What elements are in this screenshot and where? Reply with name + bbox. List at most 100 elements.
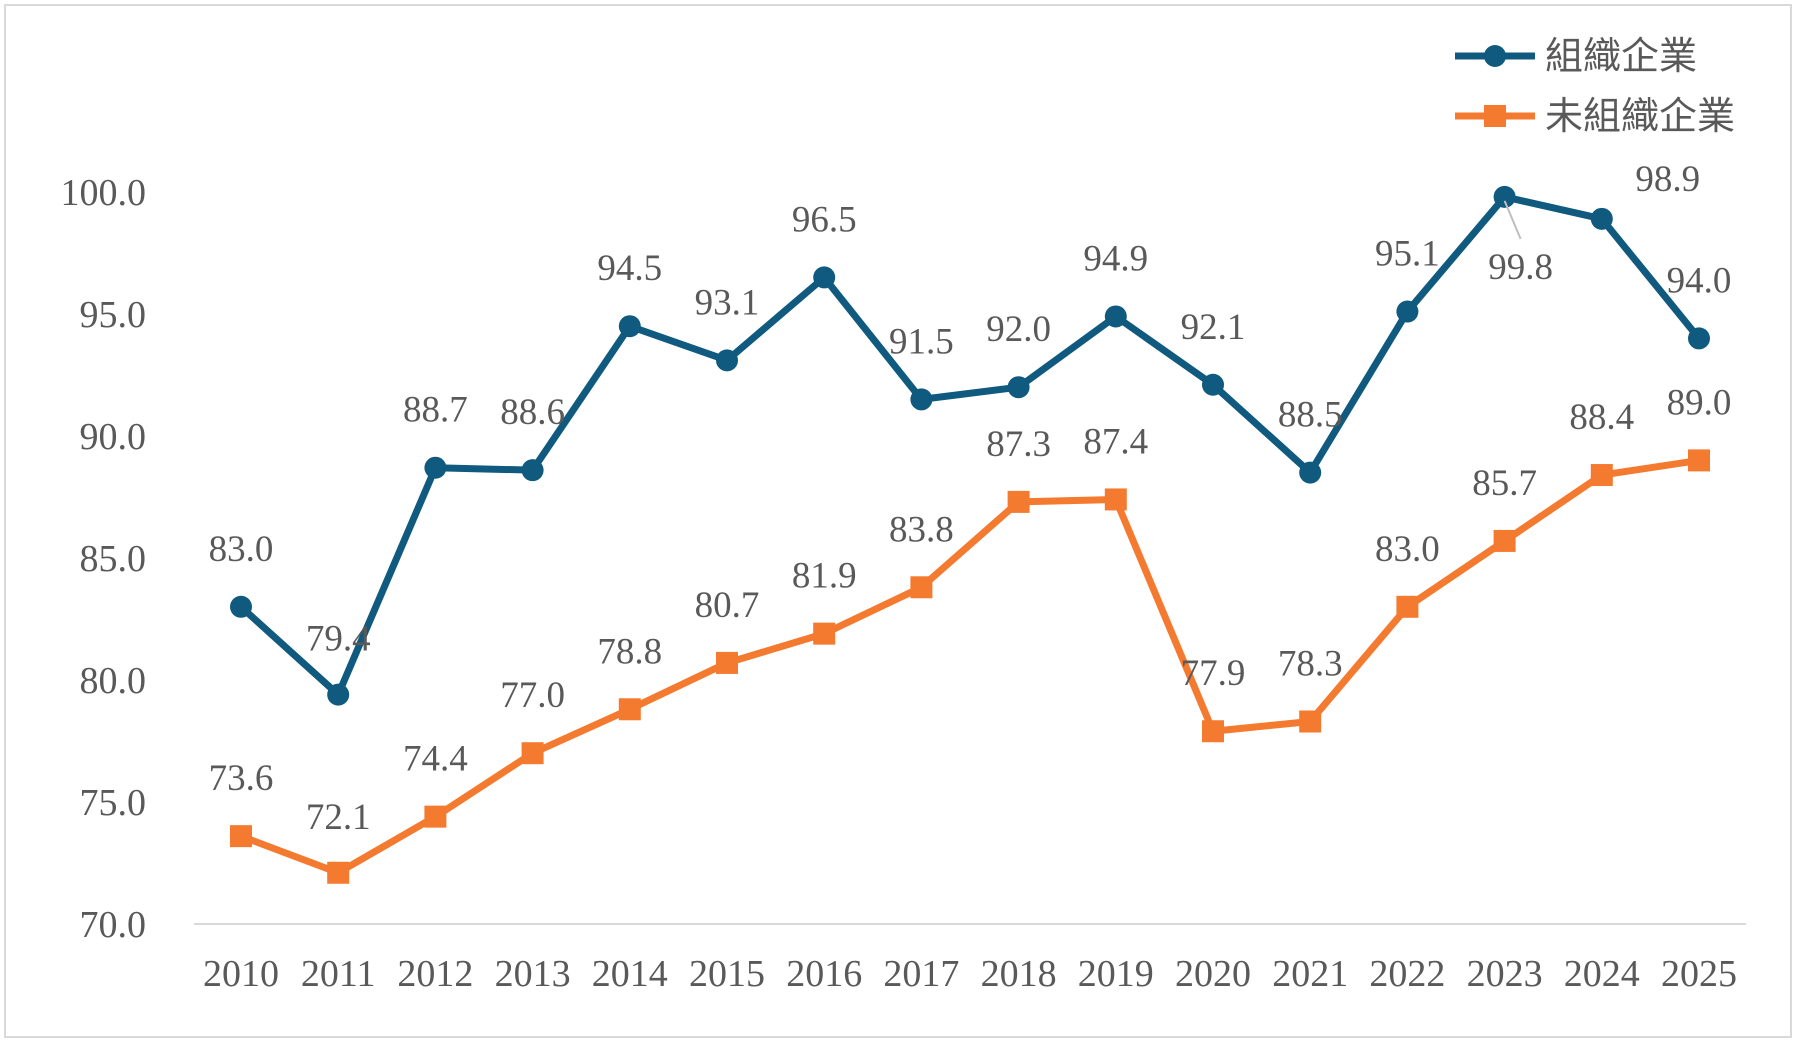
data-label: 94.5 xyxy=(597,248,662,289)
data-label: 91.5 xyxy=(889,321,954,362)
x-tick-label: 2020 xyxy=(1175,953,1251,995)
series-line xyxy=(237,456,1703,877)
data-label: 88.4 xyxy=(1569,397,1634,438)
data-label: 95.1 xyxy=(1375,234,1440,275)
data-point xyxy=(716,651,738,674)
data-label: 93.1 xyxy=(695,282,760,323)
legend-marker xyxy=(1484,45,1506,67)
data-label: 92.0 xyxy=(986,309,1051,350)
data-point xyxy=(327,683,350,706)
x-tick-label: 2015 xyxy=(689,953,765,995)
data-point xyxy=(618,698,641,721)
data-label: 74.4 xyxy=(403,739,468,780)
data-label: 88.6 xyxy=(500,392,565,433)
y-axis-ticks: 70.0 75.0 80.0 85.0 90.0 95.0 100.0 xyxy=(61,172,147,946)
data-label: 85.7 xyxy=(1472,463,1537,504)
data-label: 88.7 xyxy=(403,390,468,431)
data-point xyxy=(327,861,350,884)
data-point xyxy=(1104,488,1127,511)
data-point xyxy=(1104,305,1127,328)
y-tick-label: 75.0 xyxy=(80,782,147,824)
data-label: 78.3 xyxy=(1278,643,1343,684)
data-point xyxy=(424,456,447,479)
x-tick-label: 2019 xyxy=(1078,953,1154,995)
x-tick-label: 2023 xyxy=(1467,953,1543,995)
x-axis-ticks: 2010 2011 2012 2013 2014 2015 2016 2017 2018 2019… xyxy=(203,953,1737,995)
data-point xyxy=(1493,185,1516,208)
data-point xyxy=(1688,449,1710,472)
data-point xyxy=(424,805,447,828)
data-label: 77.9 xyxy=(1181,653,1246,694)
data-point xyxy=(521,459,544,482)
data-label: 96.5 xyxy=(792,199,857,240)
data-point xyxy=(1299,461,1322,484)
x-tick-label: 2010 xyxy=(203,953,279,995)
data-point xyxy=(521,742,544,765)
y-tick-label: 85.0 xyxy=(80,538,147,580)
series-2: 73.6 72.1 74.4 77.0 78.8 80.7 81.9 83.8 87.3 87.4… xyxy=(209,382,1732,884)
x-tick-label: 2011 xyxy=(301,953,376,995)
data-label: 81.9 xyxy=(792,556,857,597)
legend-marker xyxy=(1484,105,1506,127)
data-label: 73.6 xyxy=(209,758,274,799)
legend-label: 組織企業 xyxy=(1545,36,1697,78)
data-point xyxy=(1202,373,1224,396)
data-point xyxy=(1688,327,1710,350)
data-point xyxy=(230,595,252,618)
data-point xyxy=(813,266,836,289)
series-1: 83.0 79.4 88.7 88.6 94.5 93.1 96.5 91.5 92.0 94.9… xyxy=(209,159,1732,706)
x-tick-label: 2012 xyxy=(397,953,473,995)
x-tick-label: 2013 xyxy=(495,953,571,995)
data-point xyxy=(716,349,738,372)
data-label: 79.4 xyxy=(306,619,371,660)
y-tick-label: 100.0 xyxy=(61,172,147,214)
data-label: 89.0 xyxy=(1667,382,1732,423)
x-tick-label: 2021 xyxy=(1272,953,1348,995)
x-tick-label: 2022 xyxy=(1369,953,1445,995)
data-label: 98.9 xyxy=(1635,159,1700,200)
data-point xyxy=(230,825,252,848)
data-label: 94.0 xyxy=(1667,260,1732,301)
data-label: 94.9 xyxy=(1083,238,1148,279)
data-label: 87.4 xyxy=(1083,421,1148,462)
data-label: 88.5 xyxy=(1278,395,1343,436)
data-point xyxy=(1493,529,1516,552)
data-point xyxy=(1590,207,1613,230)
legend-item-1: 組織企業 xyxy=(1455,36,1697,78)
x-tick-label: 2016 xyxy=(786,953,862,995)
data-point xyxy=(910,388,933,411)
data-point xyxy=(910,576,933,599)
legend-label: 未組織企業 xyxy=(1545,96,1735,138)
chart-frame xyxy=(4,4,1792,1038)
data-point xyxy=(618,315,641,338)
data-label: 72.1 xyxy=(306,797,371,838)
data-label: 83.0 xyxy=(1375,529,1440,570)
legend-item-2: 未組織企業 xyxy=(1455,96,1735,138)
data-point xyxy=(1590,464,1613,487)
x-tick-label: 2018 xyxy=(981,953,1057,995)
data-label: 99.8 xyxy=(1488,247,1553,288)
data-point xyxy=(1396,595,1419,618)
data-point xyxy=(813,622,836,645)
series-line xyxy=(237,193,1703,699)
label-leader-line xyxy=(1503,200,1522,240)
x-tick-label: 2025 xyxy=(1661,953,1737,995)
y-tick-label: 90.0 xyxy=(80,416,147,458)
series-layer: 83.0 79.4 88.7 88.6 94.5 93.1 96.5 91.5 92.0 94.9… xyxy=(209,159,1732,884)
y-tick-label: 95.0 xyxy=(80,294,147,336)
data-label: 78.8 xyxy=(597,631,662,672)
data-label: 83.8 xyxy=(889,509,954,550)
x-tick-label: 2014 xyxy=(592,953,668,995)
data-point xyxy=(1299,710,1322,733)
data-point xyxy=(1007,376,1030,399)
x-tick-label: 2017 xyxy=(883,953,959,995)
data-point xyxy=(1202,720,1224,743)
data-point xyxy=(1007,490,1030,513)
data-label: 83.0 xyxy=(209,529,274,570)
y-tick-label: 70.0 xyxy=(80,904,147,946)
x-tick-label: 2024 xyxy=(1564,953,1640,995)
data-label: 87.3 xyxy=(986,424,1051,465)
data-label: 80.7 xyxy=(695,585,760,626)
